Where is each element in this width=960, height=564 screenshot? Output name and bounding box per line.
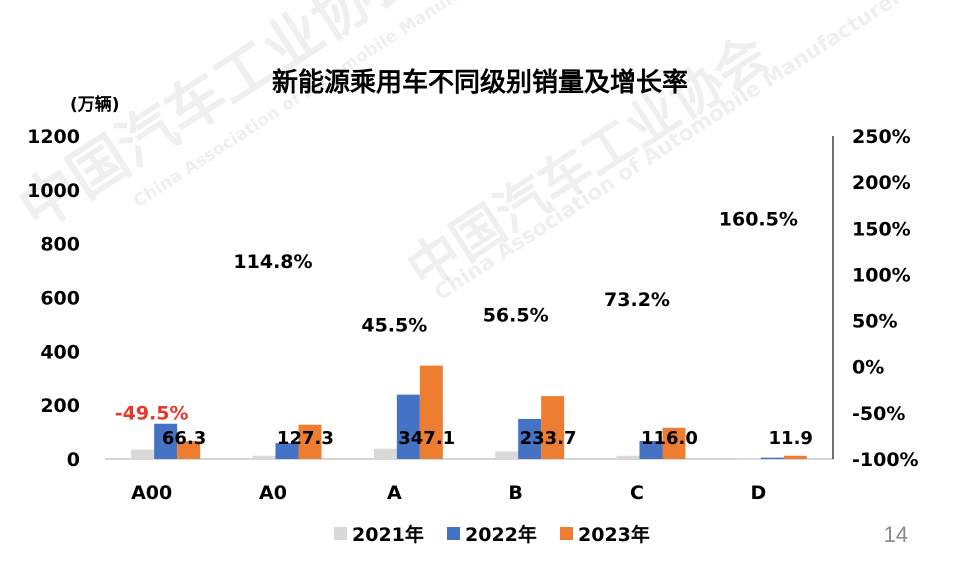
legend-label: 2023年 (578, 523, 650, 546)
value-label: 127.3 (277, 428, 334, 449)
value-label: 233.7 (520, 428, 577, 449)
bar-C-2023年 (662, 427, 686, 459)
bar-B-2021年 (495, 451, 519, 459)
y-tick-label: 0 (67, 449, 80, 471)
y2-tick-label: 200% (852, 172, 911, 194)
growth-rate-label: -49.5% (115, 402, 189, 424)
legend-swatch (560, 527, 573, 540)
bar-A0-2022年 (275, 443, 299, 459)
y-axis-label: (万辆) (70, 94, 120, 115)
bar-C-2021年 (616, 455, 640, 459)
bar-A-2021年 (373, 448, 397, 459)
bar-A00-2023年 (177, 441, 201, 459)
category-label: A0 (259, 482, 287, 504)
category-label: D (750, 482, 766, 504)
value-labels: 66.3 127.3 347.1 233.7 116.0 11.9 (162, 428, 813, 449)
y-tick-label: 1000 (27, 180, 80, 202)
value-label: 66.3 (162, 428, 206, 449)
bar-D-2021年 (737, 458, 761, 460)
bar-D-2023年 (783, 455, 807, 459)
growth-rate-label: 160.5% (719, 209, 798, 231)
y-tick-label: 800 (40, 234, 80, 256)
legend-label: 2022年 (465, 523, 537, 546)
right-axis-ticks: -100% -50% 0% 50% 100% 150% 200% 250% (852, 126, 919, 471)
growth-rate-label: 73.2% (604, 289, 670, 311)
bar-A-2022年 (396, 394, 420, 459)
y2-tick-label: -50% (852, 403, 905, 425)
value-label: 347.1 (398, 428, 455, 449)
legend: 2021年 2022年 2023年 (334, 523, 650, 546)
category-labels: A00 A0 A B C D (131, 482, 766, 504)
bar-C-2022年 (639, 440, 663, 459)
category-label: A (387, 482, 402, 504)
y2-tick-label: 250% (852, 126, 911, 148)
bar-A00-2021年 (131, 449, 155, 459)
growth-rate-label: 114.8% (233, 251, 312, 273)
bar-marks (131, 365, 807, 460)
legend-swatch (447, 527, 460, 540)
bar-A-2023年 (419, 365, 443, 459)
legend-label: 2021年 (352, 523, 424, 546)
value-label: 116.0 (641, 428, 698, 449)
bar-B-2022年 (518, 418, 542, 459)
category-label: C (630, 482, 644, 504)
growth-rate-labels: -49.5% 114.8% 45.5% 56.5% 73.2% 160.5% (115, 209, 798, 425)
y2-tick-label: 50% (852, 311, 897, 333)
category-label: A00 (131, 482, 172, 504)
bar-A0-2023年 (298, 424, 322, 459)
y-tick-label: 1200 (27, 126, 80, 148)
y2-tick-label: -100% (852, 449, 919, 471)
category-label: B (508, 482, 522, 504)
y-tick-label: 400 (40, 341, 80, 363)
bar-A00-2022年 (154, 423, 178, 459)
y-tick-label: 600 (40, 288, 80, 310)
page-number: 14 (883, 522, 908, 547)
bar-D-2022年 (760, 457, 784, 459)
value-label: 11.9 (769, 428, 813, 449)
bar-B-2023年 (541, 396, 565, 459)
y2-tick-label: 150% (852, 218, 911, 240)
left-axis-ticks: 0 200 400 600 800 1000 1200 (27, 126, 80, 471)
y2-tick-label: 100% (852, 264, 911, 286)
y2-tick-label: 0% (852, 357, 884, 379)
chart-title: 新能源乘用车不同级别销量及增长率 (272, 67, 688, 98)
legend-swatch (334, 527, 347, 540)
growth-rate-label: 56.5% (483, 305, 549, 327)
y-tick-label: 200 (40, 395, 80, 417)
bar-A0-2021年 (252, 455, 276, 459)
growth-rate-label: 45.5% (361, 315, 427, 337)
